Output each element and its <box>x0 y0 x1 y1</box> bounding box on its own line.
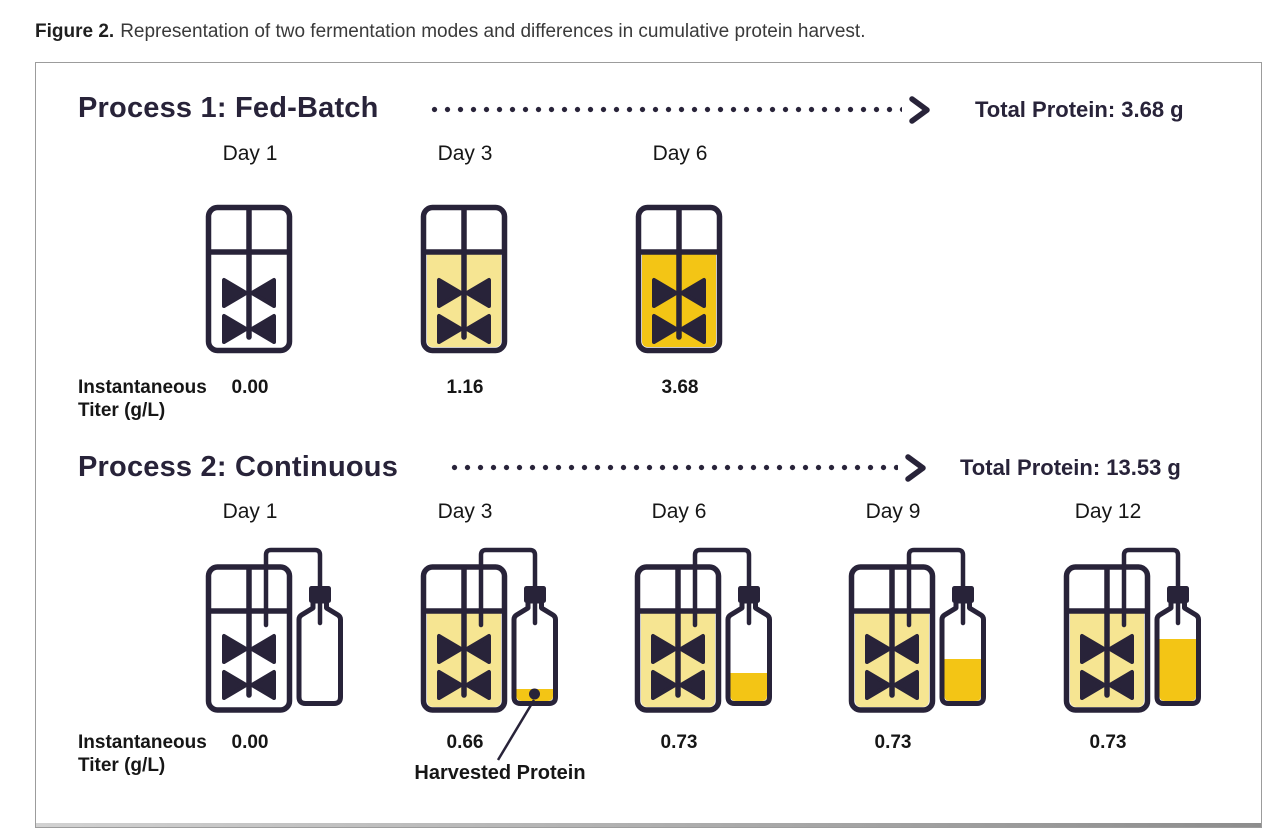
day-label: Day 6 <box>652 142 708 165</box>
titer-value: 0.73 <box>874 732 912 753</box>
day-label: Day 9 <box>865 500 921 523</box>
day-label: Day 3 <box>437 142 493 165</box>
harvested-protein-pointer-line <box>496 699 536 761</box>
figure-caption: Figure 2. Representation of two fermentat… <box>35 19 865 45</box>
titer-label-line1: Instantaneous <box>78 377 207 398</box>
titer-label-line2: Titer (g/L) <box>78 400 166 421</box>
titer-value: 0.00 <box>231 377 269 398</box>
process-1-title: Process 1: Fed-Batch <box>78 92 379 124</box>
titer-value: 3.68 <box>661 377 699 398</box>
process-1-dotted-line <box>428 106 902 113</box>
day-label: Day 6 <box>651 500 707 523</box>
titer-value: 1.16 <box>446 377 484 398</box>
process-2-titer-axis-label: Instantaneous Titer (g/L) <box>78 731 207 777</box>
bioreactor-icon <box>419 203 509 360</box>
bioreactor-harvest-bottle-icon <box>847 545 989 720</box>
bioreactor-icon <box>634 203 724 360</box>
process-1-titer-axis-label: Instantaneous Titer (g/L) <box>78 376 207 422</box>
process-2-arrowhead-icon <box>905 454 926 482</box>
bioreactor-harvest-bottle-icon <box>633 545 775 720</box>
day-label: Day 3 <box>437 500 493 523</box>
process-1-total-protein: Total Protein: 3.68 g <box>975 97 1184 122</box>
process-2-dotted-line <box>448 464 898 471</box>
titer-value: 0.73 <box>660 732 698 753</box>
titer-label-line2: Titer (g/L) <box>78 755 166 776</box>
figure-caption-text: Representation of two fermentation modes… <box>120 21 866 42</box>
titer-label-line1: Instantaneous <box>78 732 207 753</box>
day-label: Day 1 <box>222 142 278 165</box>
bioreactor-icon <box>204 203 294 360</box>
process-2-total-protein: Total Protein: 13.53 g <box>960 455 1181 480</box>
bioreactor-harvest-bottle-icon <box>204 545 346 720</box>
harvested-protein-label: Harvested Protein <box>414 762 586 784</box>
titer-value: 0.73 <box>1089 732 1127 753</box>
bioreactor-harvest-bottle-icon <box>419 545 561 720</box>
process-1-arrowhead-icon <box>909 96 930 124</box>
day-label: Day 12 <box>1074 500 1142 523</box>
titer-value: 0.00 <box>231 732 269 753</box>
day-label: Day 1 <box>222 500 278 523</box>
titer-value: 0.66 <box>446 732 484 753</box>
figure-caption-label: Figure 2. <box>35 21 115 42</box>
process-2-title: Process 2: Continuous <box>78 451 399 483</box>
bioreactor-harvest-bottle-icon <box>1062 545 1204 720</box>
